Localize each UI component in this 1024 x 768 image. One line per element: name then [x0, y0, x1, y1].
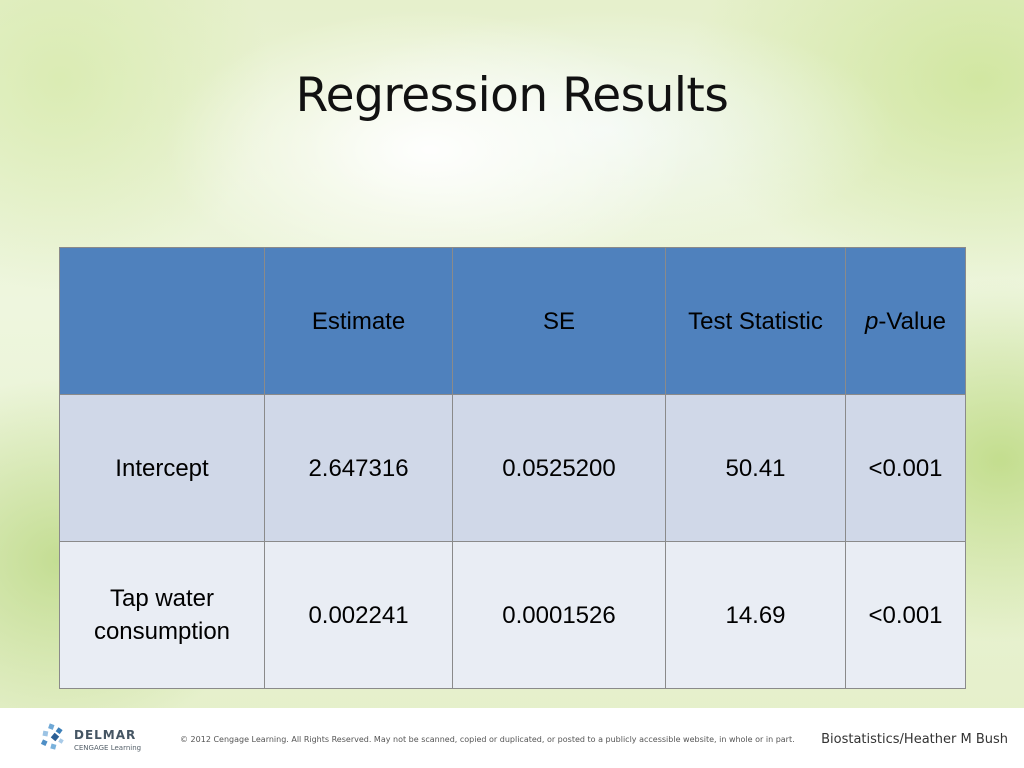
copyright-notice: © 2012 Cengage Learning. All Rights Rese… [180, 735, 795, 744]
cell-se: 0.0001526 [452, 541, 666, 689]
delmar-logo-mark-icon [40, 723, 64, 750]
row-label-line2: consumption [93, 618, 231, 645]
cell-estimate: 0.002241 [264, 541, 453, 689]
cell-p-value: <0.001 [845, 541, 966, 689]
cell-se: 0.0525200 [452, 394, 666, 542]
header-p-value-italic: p [865, 307, 879, 335]
cell-test-statistic: 14.69 [665, 541, 846, 689]
row-label-intercept: Intercept [59, 394, 265, 542]
slide-footer: DELMAR CENGAGE Learning © 2012 Cengage L… [0, 708, 1024, 768]
cell-p-value: <0.001 [845, 394, 966, 542]
header-p-value-rest: -Value [878, 307, 946, 335]
table-row: Intercept 2.647316 0.0525200 50.41 <0.00… [59, 394, 966, 542]
cell-estimate: 2.647316 [264, 394, 453, 542]
header-se: SE [452, 247, 666, 395]
regression-results-table: Estimate SE Test Statistic p-Value Inter… [59, 247, 966, 689]
author-credit: Biostatistics/Heather M Bush [821, 732, 1008, 747]
table-header-row: Estimate SE Test Statistic p-Value [59, 247, 966, 395]
header-blank-cell [59, 247, 265, 395]
header-p-value: p-Value [845, 247, 966, 395]
header-estimate: Estimate [264, 247, 453, 395]
header-test-statistic: Test Statistic [665, 247, 846, 395]
table-row: Tap water consumption 0.002241 0.0001526 … [59, 541, 966, 689]
row-label-tap-water: Tap water consumption [59, 541, 265, 689]
slide-title: Regression Results [295, 68, 729, 123]
logo-subtitle: CENGAGE Learning [74, 744, 142, 752]
row-label-line1: Tap water [109, 585, 215, 612]
cell-test-statistic: 50.41 [665, 394, 846, 542]
logo-name: DELMAR [74, 728, 137, 742]
delmar-logo: DELMAR CENGAGE Learning [40, 723, 160, 759]
